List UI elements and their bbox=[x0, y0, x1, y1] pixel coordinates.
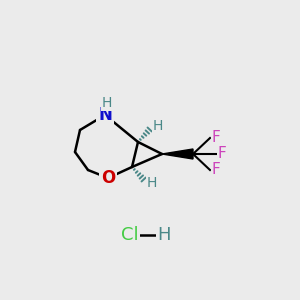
Text: H: H bbox=[157, 226, 171, 244]
Text: O: O bbox=[101, 169, 115, 187]
Text: F: F bbox=[212, 130, 220, 146]
Text: H: H bbox=[153, 119, 163, 133]
Text: H: H bbox=[147, 176, 157, 190]
Text: F: F bbox=[218, 146, 226, 161]
Text: N: N bbox=[98, 106, 112, 124]
Text: F: F bbox=[212, 163, 220, 178]
Text: Cl: Cl bbox=[121, 226, 139, 244]
Text: H: H bbox=[102, 96, 112, 110]
Polygon shape bbox=[162, 149, 193, 159]
